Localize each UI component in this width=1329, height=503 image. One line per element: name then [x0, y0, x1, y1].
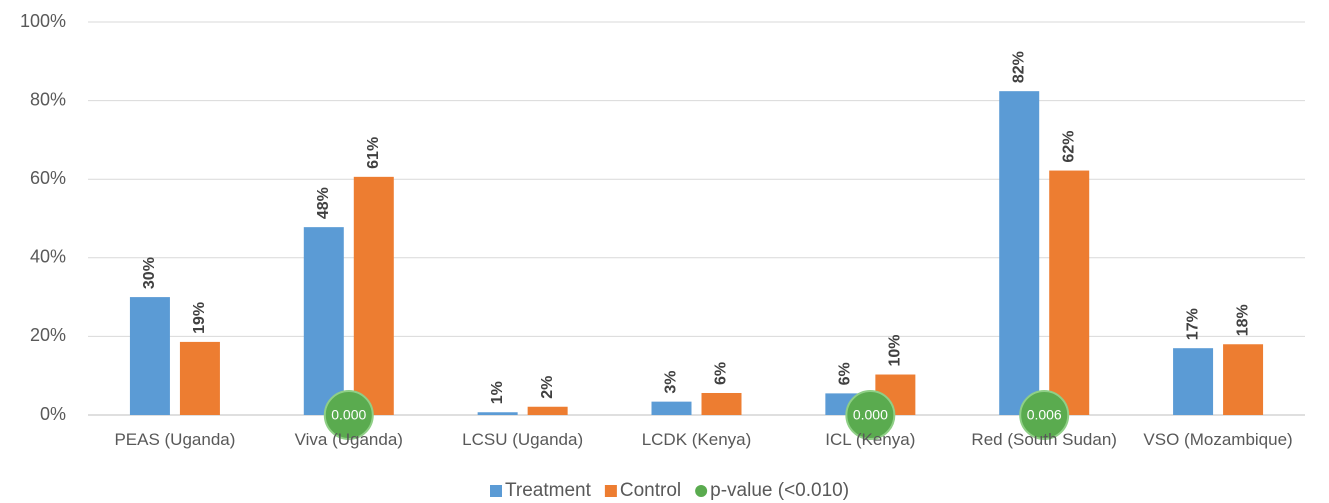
bar — [1223, 344, 1264, 415]
bar — [179, 341, 220, 415]
y-tick-label: 80% — [30, 89, 66, 109]
data-label: 82% — [1010, 51, 1027, 83]
data-label: 19% — [191, 302, 208, 334]
x-tick-label: LCDK (Kenya) — [641, 430, 752, 449]
bar — [353, 176, 394, 415]
x-tick-label: LCSU (Uganda) — [462, 430, 584, 449]
y-tick-label: 100% — [20, 11, 66, 31]
legend-swatch — [604, 485, 617, 497]
legend-label: p-value (<0.010) — [710, 480, 849, 501]
p-value-label: 0.006 — [1027, 407, 1062, 423]
bar — [1049, 170, 1090, 415]
data-label: 30% — [141, 257, 158, 289]
y-tick-label: 20% — [30, 325, 66, 345]
y-tick-label: 40% — [30, 247, 66, 267]
p-value-marker — [1019, 390, 1070, 440]
bar — [701, 392, 742, 415]
legend-label: Treatment — [505, 480, 592, 501]
bar — [1173, 348, 1214, 415]
legend-swatch — [490, 485, 502, 497]
data-label: 2% — [539, 376, 556, 399]
x-tick-label: ICL (Kenya) — [825, 430, 916, 449]
bar — [527, 406, 568, 415]
p-value-label: 0.000 — [331, 407, 366, 423]
legend-label: Control — [620, 480, 681, 501]
y-tick-label: 0% — [40, 404, 66, 424]
y-tick-label: 60% — [30, 168, 66, 188]
p-value-marker — [845, 390, 896, 440]
data-label: 61% — [365, 137, 382, 169]
x-tick-label: PEAS (Uganda) — [114, 430, 236, 449]
bar — [999, 91, 1040, 415]
x-tick-label: Red (South Sudan) — [971, 430, 1117, 449]
bar — [477, 412, 518, 415]
x-tick-label: Viva (Uganda) — [294, 430, 403, 449]
legend-swatch — [695, 485, 708, 497]
data-label: 3% — [663, 371, 680, 394]
data-label: 1% — [489, 381, 506, 404]
data-label: 48% — [315, 187, 332, 219]
p-value-label: 0.000 — [853, 407, 888, 423]
data-label: 62% — [1060, 131, 1077, 163]
x-tick-label: VSO (Mozambique) — [1143, 430, 1293, 449]
bar — [129, 297, 170, 415]
data-label: 6% — [837, 362, 854, 385]
bar — [303, 227, 344, 415]
p-value-marker — [323, 390, 374, 440]
bar — [651, 401, 692, 415]
data-label: 6% — [713, 362, 730, 385]
data-label: 10% — [887, 334, 904, 366]
data-label: 18% — [1234, 304, 1251, 336]
data-label: 17% — [1184, 308, 1201, 340]
